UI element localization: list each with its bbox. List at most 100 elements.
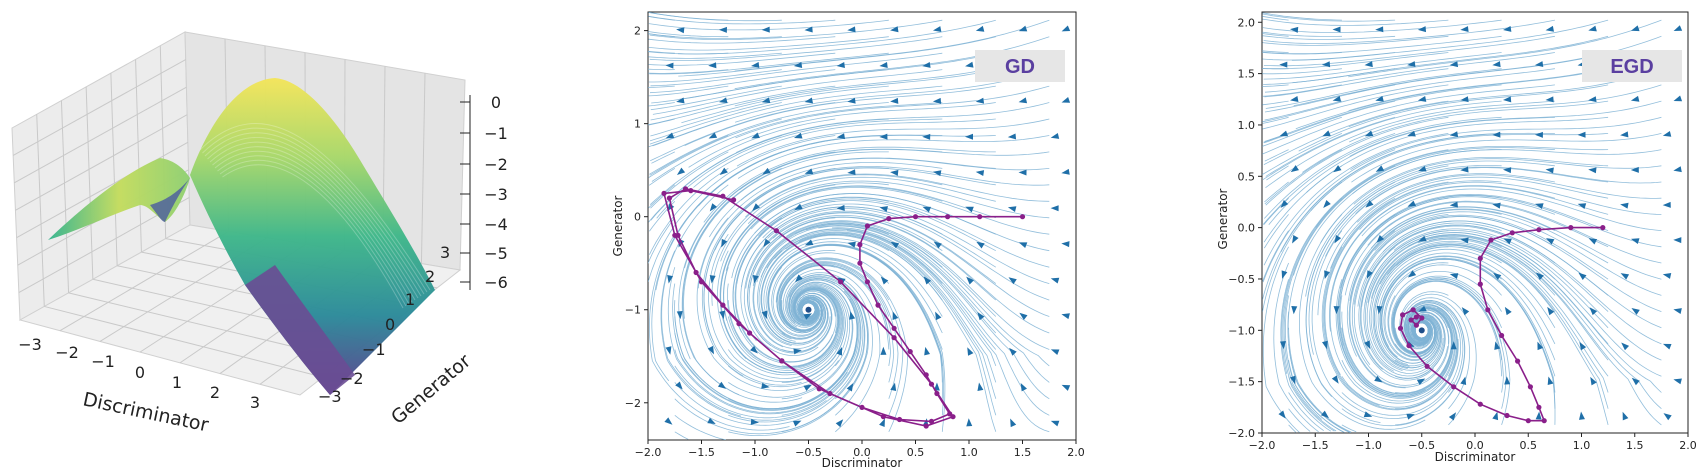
stream-arrow — [1493, 272, 1502, 280]
streamline — [1329, 262, 1456, 404]
stream-arrow — [1322, 340, 1328, 350]
stream-arrow — [1292, 235, 1299, 244]
streamline — [1262, 149, 1396, 283]
streamline — [648, 68, 675, 71]
stream-arrow — [1588, 167, 1597, 174]
stream-arrow — [1363, 411, 1373, 418]
streamline — [648, 36, 836, 44]
streamline — [1265, 100, 1555, 189]
streamline — [1291, 19, 1609, 61]
stream-arrow — [1588, 238, 1598, 245]
stream-arrow — [751, 62, 760, 69]
egd-xlabel: Discriminator — [1435, 450, 1516, 464]
streamline — [650, 102, 729, 121]
stream-arrow — [1449, 131, 1459, 138]
streamline — [1374, 240, 1609, 377]
streamline — [1357, 220, 1609, 307]
trajectory-point — [773, 228, 780, 234]
stream-arrow — [665, 132, 675, 139]
stream-arrow — [1537, 341, 1544, 351]
stream-arrow — [892, 311, 899, 320]
egd-panel: EGD −2.0 −1.5 −1.0 −0.5 0.0 0.5 1.0 1.5 2.0 2.0 1.… — [1216, 11, 1697, 464]
streamline — [696, 217, 839, 391]
stream-arrow — [924, 346, 931, 356]
surface-y-tick: 0 — [385, 315, 395, 334]
surface-mesh-line — [207, 136, 422, 297]
stream-arrow — [1492, 411, 1499, 421]
streamline — [648, 85, 836, 126]
streamline — [805, 224, 1050, 383]
trajectory-point — [1413, 322, 1419, 328]
streamline — [1262, 31, 1342, 37]
streamline — [778, 261, 899, 399]
streamline — [1328, 185, 1556, 332]
stream-arrow — [932, 97, 942, 104]
stream-arrow — [1630, 95, 1640, 102]
surface-mesh-line — [222, 164, 404, 309]
stream-arrow — [761, 97, 771, 104]
trajectory-point — [886, 216, 892, 222]
stream-arrow — [1449, 273, 1459, 279]
surface-right-ridge — [190, 78, 435, 395]
gd-method-label: GD — [1005, 56, 1035, 78]
stream-arrow — [1289, 375, 1296, 385]
x-tick-label: 2.0 — [1679, 439, 1697, 452]
x-tick-label: 0.0 — [1466, 439, 1484, 452]
stream-arrow — [1407, 130, 1416, 137]
stream-arrow — [1279, 130, 1289, 137]
streamline — [1374, 211, 1662, 296]
streamline — [1298, 84, 1609, 152]
stream-arrow — [932, 26, 942, 32]
surface-z-tick: −3 — [484, 185, 508, 204]
stream-arrow — [923, 276, 932, 285]
streamline — [674, 298, 859, 411]
surface-z-tick: 0 — [491, 93, 501, 112]
stream-arrow — [718, 26, 727, 33]
stream-arrow — [664, 417, 673, 425]
stream-arrow — [1007, 206, 1017, 213]
trajectory-path — [662, 187, 1023, 427]
streamline — [648, 31, 729, 38]
stream-arrow — [1589, 307, 1598, 316]
stream-arrow — [1590, 376, 1597, 386]
stream-arrow — [880, 346, 887, 355]
stream-arrow — [1375, 26, 1384, 33]
streamline — [1393, 228, 1662, 361]
streamline — [649, 36, 943, 61]
stream-arrow — [836, 62, 845, 68]
streamline — [1262, 35, 1502, 55]
stream-arrow — [1374, 375, 1383, 383]
streamline — [693, 118, 996, 188]
streamline — [681, 69, 996, 124]
surface-z-tick: −4 — [484, 215, 508, 234]
streamline — [767, 208, 1050, 301]
x-tick-label: 0.0 — [853, 446, 871, 459]
streamline — [1305, 165, 1449, 397]
stream-arrow — [1460, 376, 1467, 386]
streamline — [648, 12, 782, 22]
stream-arrow — [1007, 133, 1017, 140]
stream-arrow — [965, 61, 974, 68]
stream-arrow — [966, 276, 974, 285]
streamline — [650, 151, 729, 209]
trajectory-point — [950, 414, 956, 420]
streamline — [1375, 248, 1556, 367]
streamline — [1337, 195, 1502, 389]
streamline — [1324, 180, 1502, 376]
stream-arrow — [793, 348, 802, 355]
streamline — [674, 289, 865, 426]
stream-arrow — [1018, 25, 1028, 32]
stream-arrow — [1460, 26, 1469, 33]
x-tick-label: 0.5 — [907, 446, 925, 459]
stream-arrow — [1018, 242, 1028, 249]
stream-arrow — [1365, 200, 1374, 208]
streamline — [1262, 100, 1289, 106]
stream-arrow — [846, 383, 854, 392]
streamline — [728, 274, 869, 436]
streamline — [650, 85, 889, 137]
streamline — [766, 229, 997, 367]
stream-arrow — [879, 133, 888, 140]
streamline — [1292, 35, 1609, 84]
streamline — [674, 300, 858, 410]
